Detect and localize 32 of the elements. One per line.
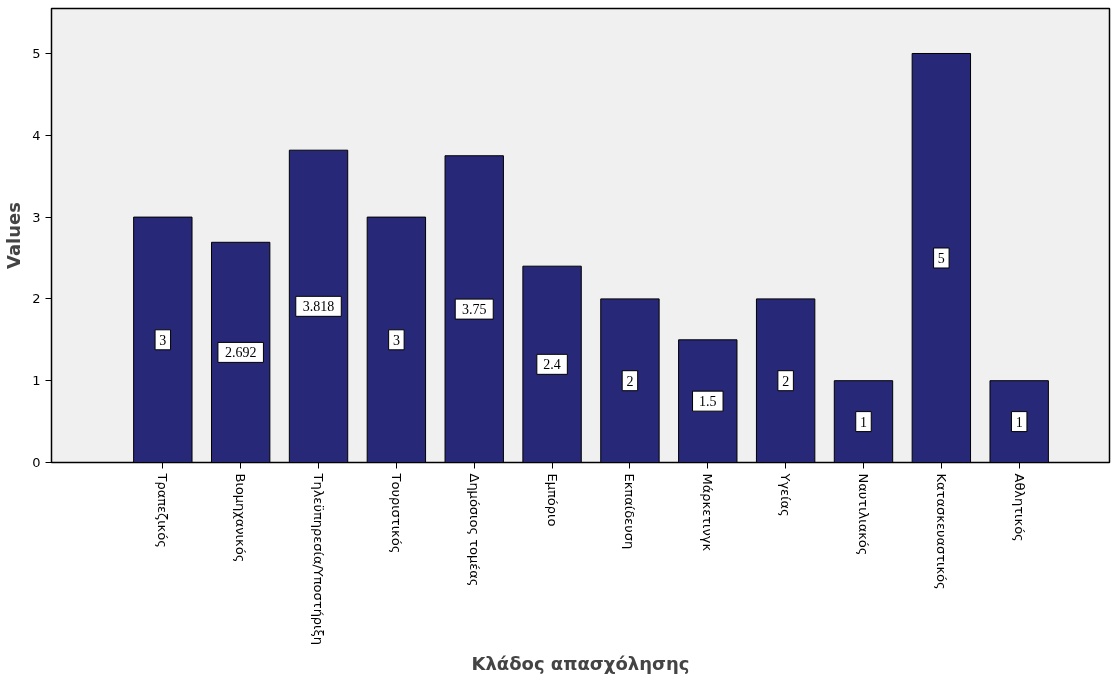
- x-tick-label: Βιομηχανικός: [233, 473, 249, 563]
- data-label: 3: [159, 332, 167, 348]
- y-axis-title: Values: [3, 202, 25, 269]
- x-tick-label: Εκπαίδευση: [622, 473, 638, 550]
- data-label: 3.818: [302, 299, 335, 315]
- y-tick-label: 4: [32, 127, 41, 143]
- data-label: 2.692: [224, 345, 257, 361]
- data-label: 2: [782, 373, 790, 389]
- x-tick-label: Εμπόριο: [544, 473, 560, 527]
- x-tick-label: Ναυτιλιακός: [855, 473, 871, 556]
- x-tick-label: Αθλητικός: [1011, 473, 1027, 542]
- data-label: 3.75: [461, 302, 487, 318]
- data-label: 1: [859, 414, 867, 430]
- data-label: 2: [626, 373, 634, 389]
- y-tick-label: 1: [32, 373, 41, 389]
- y-tick-label: 3: [32, 209, 41, 225]
- data-label: 2.4: [543, 357, 561, 373]
- x-tick-label: Τουριστικός: [388, 472, 404, 554]
- data-label: 1.5: [699, 394, 717, 410]
- x-axis-title: Κλάδος απασχόλησης: [471, 653, 690, 675]
- x-tick-label: Τηλεϋπηρεσία/Υποστήριξη: [311, 472, 327, 646]
- data-label: 1: [1015, 414, 1023, 430]
- x-tick-label: Υγείας: [778, 472, 794, 517]
- y-tick-label: 5: [32, 45, 41, 61]
- y-tick-label: 2: [32, 291, 41, 307]
- data-label: 3: [392, 332, 400, 348]
- x-tick-label: Τραπεζικός: [155, 472, 171, 548]
- x-tick-label: Δημόσιος τομέας: [466, 473, 482, 587]
- x-tick-label: Μάρκετινγκ: [700, 473, 716, 552]
- y-tick-label: 0: [32, 455, 41, 470]
- x-tick-label: Κατασκευαστικός: [933, 473, 949, 590]
- data-label: 5: [937, 251, 945, 266]
